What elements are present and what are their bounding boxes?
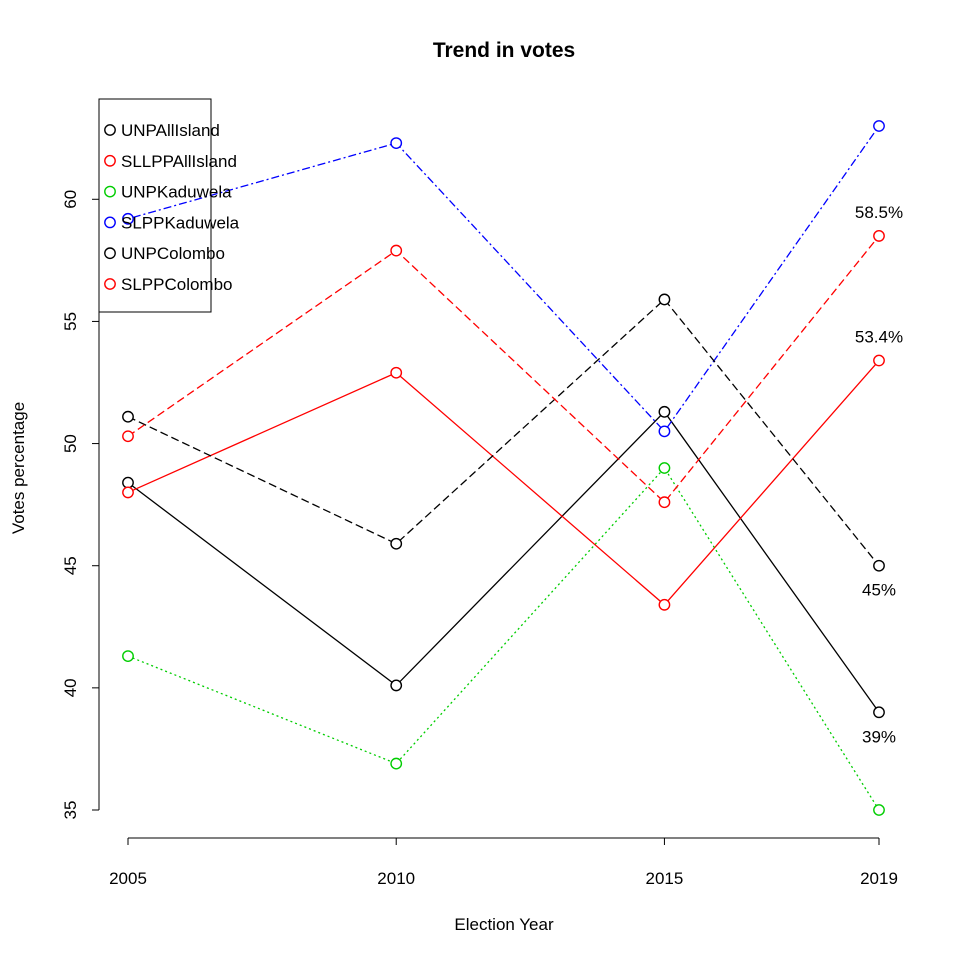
- x-tick-label: 2005: [109, 869, 147, 888]
- series-UNPAllIsland: [122, 405, 885, 719]
- series-SLPPKaduwela: [122, 120, 885, 438]
- series-line: [127, 298, 880, 567]
- data-point: [873, 354, 885, 367]
- series-layer: [122, 120, 885, 816]
- legend-marker: [104, 247, 116, 260]
- data-label: 53.4%: [855, 328, 903, 347]
- legend: UNPAllIsland SLLPPAllIsland UNPKaduwela SLP…: [98, 98, 240, 313]
- legend-label: UNPKaduwela: [121, 183, 232, 202]
- legend-label: SLPPColombo: [121, 275, 233, 294]
- legend-item: SLLPPAllIsland: [104, 152, 237, 171]
- y-tick-label: 45: [61, 556, 80, 575]
- x-axis-label: Election Year: [454, 915, 554, 934]
- legend-marker: [104, 216, 116, 229]
- data-point: [122, 650, 134, 662]
- legend-marker: [104, 124, 116, 136]
- legend-label: SLPPKaduwela: [121, 213, 240, 232]
- data-label: 39%: [862, 727, 896, 746]
- legend-label: UNPAllIsland: [121, 121, 220, 140]
- legend-item: SLPPColombo: [104, 275, 233, 294]
- data-point: [658, 462, 671, 474]
- data-point: [390, 366, 403, 379]
- y-axis-label: Votes percentage: [9, 402, 28, 534]
- data-point: [658, 598, 671, 611]
- series-line: [127, 235, 880, 504]
- y-tick-label: 60: [61, 190, 80, 209]
- legend-label: UNPColombo: [121, 244, 225, 263]
- data-point: [390, 537, 403, 550]
- data-point: [873, 120, 885, 132]
- data-point: [122, 410, 134, 423]
- data-point: [390, 757, 403, 770]
- data-point: [658, 405, 671, 418]
- data-point: [122, 430, 134, 443]
- legend-marker: [104, 185, 116, 198]
- data-point: [658, 293, 671, 306]
- y-axis: 35 40 45 50 55 60: [61, 190, 100, 820]
- legend-item: SLPPKaduwela: [104, 213, 240, 232]
- data-point: [873, 804, 885, 816]
- legend-item: UNPColombo: [104, 244, 225, 263]
- data-point: [122, 486, 134, 499]
- series-line: [127, 125, 880, 433]
- legend-box: [98, 98, 212, 313]
- data-point: [873, 230, 885, 242]
- x-axis: 2005 2010 2015 2019: [109, 837, 898, 888]
- data-label: 45%: [862, 581, 896, 600]
- legend-marker: [104, 278, 116, 290]
- x-tick-label: 2010: [377, 869, 415, 888]
- data-point: [873, 559, 885, 572]
- series-UNPKaduwela: [122, 462, 885, 816]
- x-tick-label: 2015: [646, 869, 684, 888]
- data-point: [390, 137, 403, 150]
- legend-marker: [104, 154, 116, 167]
- data-point: [122, 212, 134, 225]
- y-tick-label: 50: [61, 434, 80, 453]
- y-tick-label: 35: [61, 801, 80, 820]
- series-SLLPPAllIsland: [122, 354, 885, 611]
- legend-item: UNPAllIsland: [104, 121, 220, 140]
- data-point: [122, 476, 134, 489]
- y-tick-label: 55: [61, 312, 80, 331]
- y-tick-label: 40: [61, 678, 80, 697]
- chart-title: Trend in votes: [433, 39, 575, 62]
- annotation-layer: 58.5% 53.4% 45% 39%: [855, 203, 903, 746]
- legend-items: UNPAllIsland SLLPPAllIsland UNPKaduwela SLP…: [104, 121, 240, 294]
- data-point: [873, 706, 885, 719]
- data-point: [390, 679, 403, 692]
- series-line: [127, 466, 880, 811]
- legend-item: UNPKaduwela: [104, 183, 232, 202]
- series-UNPColombo: [122, 293, 885, 572]
- series-line: [127, 360, 880, 606]
- data-label: 58.5%: [855, 203, 903, 222]
- data-point: [658, 425, 671, 438]
- series-SLPPColombo: [122, 230, 885, 509]
- legend-label: SLLPPAllIsland: [121, 152, 237, 171]
- data-point: [658, 496, 671, 509]
- series-line: [127, 410, 880, 713]
- x-tick-label: 2019: [860, 869, 898, 888]
- data-point: [390, 244, 403, 257]
